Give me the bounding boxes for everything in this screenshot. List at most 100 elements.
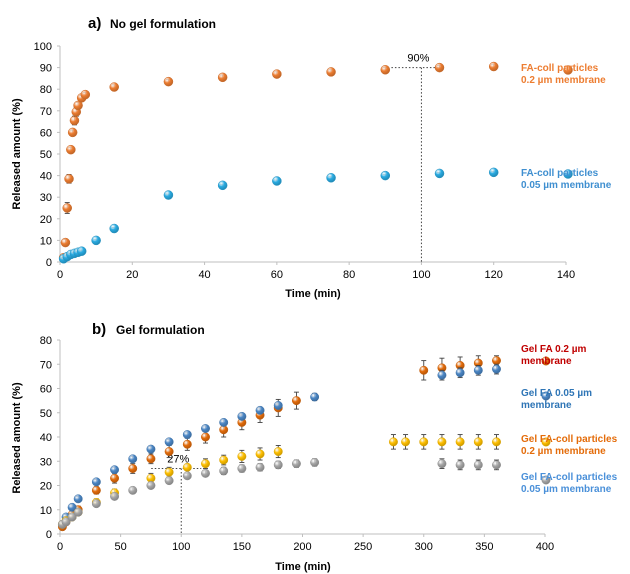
data-point: [291, 396, 301, 406]
panel-b-series: [57, 355, 501, 532]
data-point: [255, 405, 265, 415]
panel-a-x-tick-label: 20: [126, 269, 138, 281]
data-point: [91, 477, 101, 487]
data-point: [61, 517, 71, 527]
data-point: [419, 437, 429, 447]
panel-b-y-tick-label: 80: [40, 335, 52, 347]
panel-a-series: [58, 61, 499, 264]
panel-b-series-1: [57, 363, 501, 529]
panel-a-x-tick-label: 0: [57, 269, 63, 281]
data-point: [67, 502, 77, 512]
panel-a-y-tick-label: 30: [40, 192, 52, 204]
data-point: [201, 459, 210, 469]
data-point: [272, 176, 282, 186]
panel-a-title: No gel formulation: [110, 17, 216, 31]
data-point: [437, 459, 447, 469]
data-point: [273, 401, 283, 410]
data-point: [473, 437, 483, 447]
panel-a-x-tick-label: 40: [198, 269, 210, 281]
panel-b-x-ticks: 0 50 100 150 200 250 300 350 400: [57, 534, 554, 553]
data-point: [76, 246, 87, 256]
data-point: [291, 459, 301, 469]
data-point: [219, 418, 229, 427]
panel-b-x-tick-label: 350: [475, 541, 493, 553]
data-point: [201, 432, 210, 442]
legend-marker: [541, 437, 551, 447]
panel-b-letter: b): [92, 321, 106, 338]
panel-b-x-tick-label: 50: [115, 541, 127, 553]
data-point: [110, 491, 120, 501]
panel-b-y-tick-label: 50: [40, 408, 52, 420]
data-point: [163, 190, 174, 200]
data-point: [146, 454, 156, 464]
data-point: [455, 368, 465, 378]
legend-marker: [563, 65, 573, 75]
data-point: [73, 494, 83, 504]
data-point: [128, 464, 138, 473]
data-point: [492, 437, 501, 447]
data-point: [146, 481, 156, 490]
panel-a-x-ticks: 0 20 40 60 80 100 120 140: [57, 262, 575, 281]
panel-a-x-tick-label: 120: [485, 269, 503, 281]
data-point: [237, 411, 247, 421]
panel-b: b) Gel formulation 0 10 20 30 40 50 60 70 80 0 50…: [11, 321, 618, 573]
data-point: [182, 439, 192, 449]
panel-b-y-tick-label: 10: [40, 505, 52, 517]
data-point: [128, 485, 138, 495]
panel-a-y-tick-label: 0: [46, 257, 52, 269]
data-point: [255, 449, 265, 459]
panel-b-y-tick-label: 60: [40, 384, 52, 396]
panel-a-series-0: [58, 61, 499, 263]
annotation-label: 90%: [407, 53, 429, 65]
legend-label: Gel FA 0.2 µm membrane: [521, 344, 587, 367]
panel-a-x-tick-label: 60: [271, 269, 283, 281]
legend-label: Gel FA-coll particles 0.2 µm membrane: [521, 434, 618, 457]
data-point: [128, 454, 138, 464]
panel-a-x-tick-label: 80: [343, 269, 355, 281]
panel-a-y-axis-title: Released amount (%): [11, 98, 23, 210]
data-point: [60, 237, 71, 248]
data-point: [219, 466, 229, 476]
data-point: [217, 180, 228, 191]
data-point: [91, 499, 101, 509]
panel-a-annotation: 90%: [391, 53, 442, 262]
panel-a-y-tick-label: 60: [40, 127, 52, 139]
panel-b-y-tick-label: 0: [46, 529, 52, 541]
legend-label: Gel FA 0.05 µm membrane: [521, 388, 592, 411]
data-point: [217, 72, 228, 83]
panel-a: a) No gel formulation 0 10 20 30 40 50 60 70 80 9…: [11, 15, 612, 300]
data-point: [110, 473, 120, 483]
data-point: [473, 460, 483, 470]
data-point: [401, 437, 411, 447]
data-point: [310, 392, 320, 402]
data-point: [62, 203, 72, 213]
legend-marker: [541, 391, 551, 401]
panel-a-x-tick-label: 100: [412, 269, 430, 281]
panel-b-y-tick-label: 20: [40, 481, 52, 493]
panel-b-series-3: [57, 458, 501, 529]
data-point: [273, 447, 283, 456]
data-point: [110, 465, 120, 475]
annotation-label: 27%: [167, 454, 189, 466]
panel-b-title: Gel formulation: [116, 323, 205, 337]
data-point: [492, 364, 501, 374]
data-point: [326, 67, 336, 77]
panel-a-series-1: [58, 167, 499, 264]
data-point: [434, 62, 445, 73]
data-point: [91, 235, 101, 246]
data-point: [80, 89, 91, 100]
data-point: [419, 365, 429, 375]
panel-a-y-tick-label: 80: [40, 84, 52, 96]
panel-b-annotation: 27%: [151, 454, 202, 534]
panel-a-y-tick-label: 20: [40, 214, 52, 226]
panel-a-legend: FA-coll particles 0.2 µm membrane FA-coll …: [521, 63, 612, 191]
data-point: [164, 467, 174, 477]
panel-b-series-2: [57, 434, 501, 529]
data-point: [109, 82, 119, 92]
data-point: [492, 356, 501, 366]
data-point: [219, 455, 229, 465]
panel-b-y-ticks: 0 10 20 30 40 50 60 70 80: [40, 335, 60, 541]
data-point: [326, 173, 336, 183]
data-point: [164, 447, 174, 456]
legend-marker: [563, 169, 573, 179]
